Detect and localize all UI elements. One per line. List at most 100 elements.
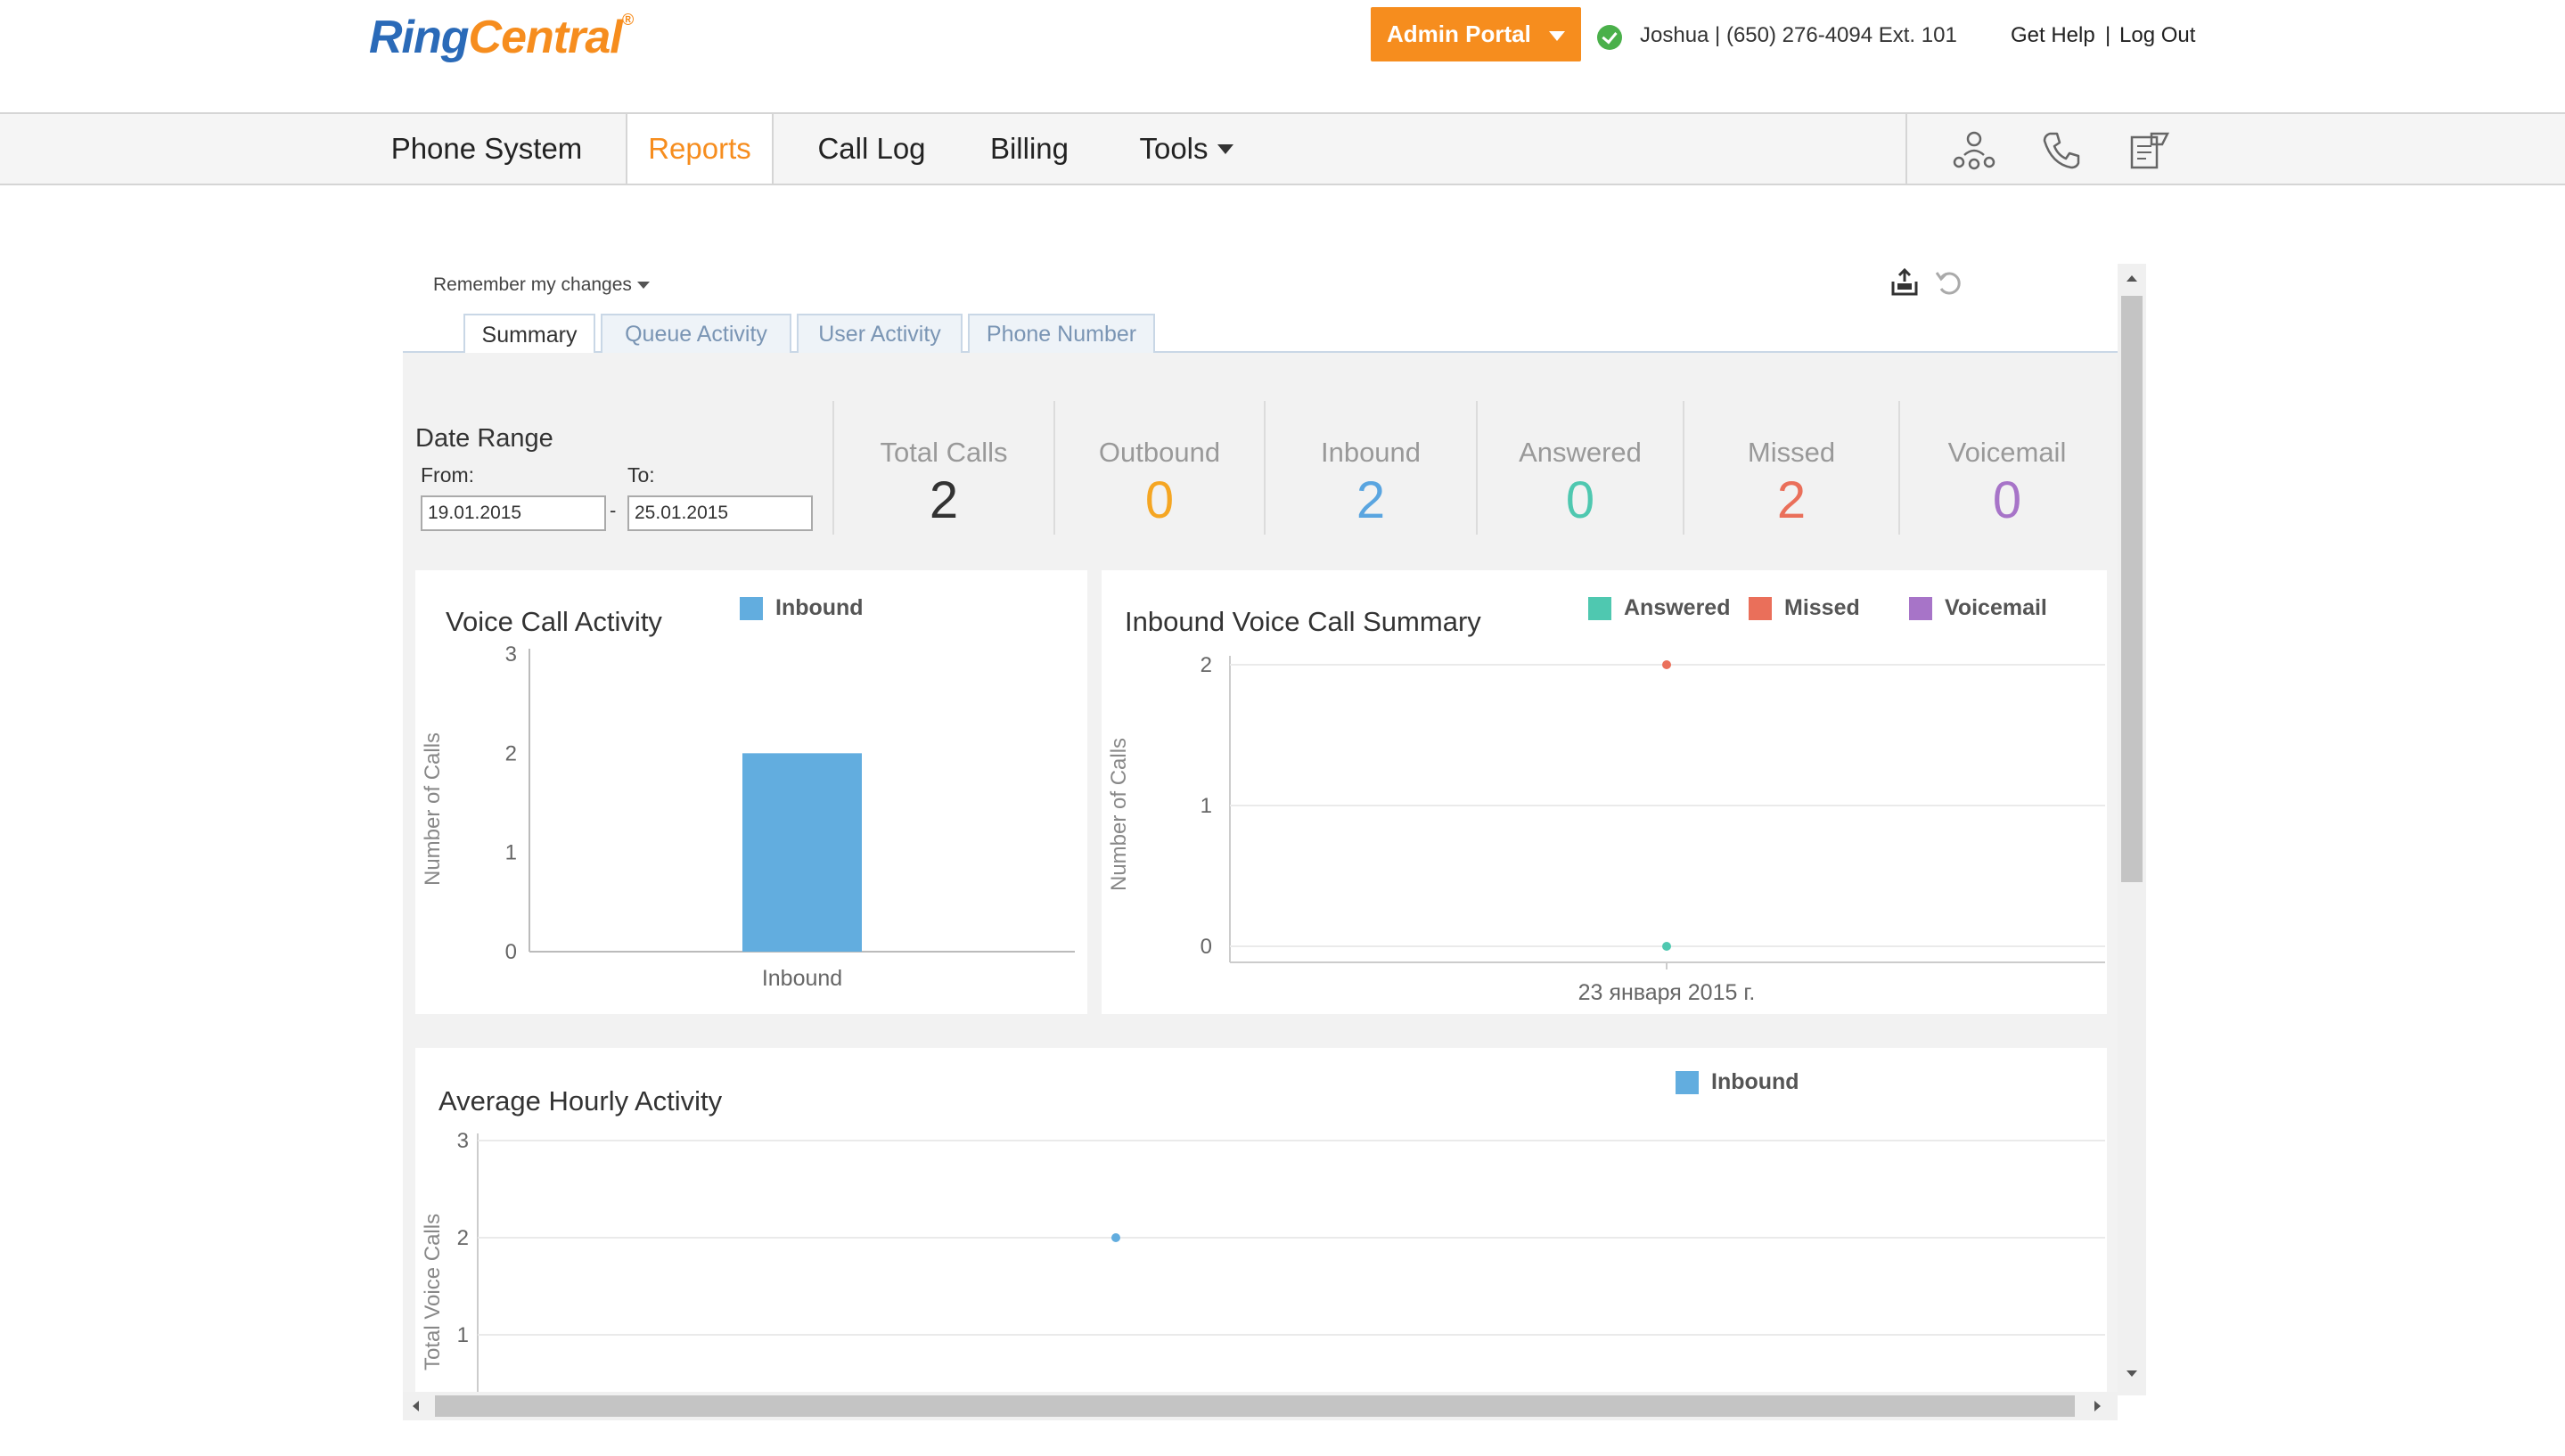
- org-chart-icon[interactable]: [1952, 128, 1996, 173]
- inbound-summary-card: [1102, 570, 2107, 1014]
- y-tick-label: 2: [457, 1226, 469, 1250]
- legend-item[interactable]: Inbound: [740, 595, 864, 621]
- fax-icon[interactable]: [2127, 128, 2171, 173]
- nav-tools-label: Tools: [1139, 132, 1209, 165]
- chevron-down-icon: [1549, 31, 1565, 41]
- stat-divider: [1898, 401, 1900, 535]
- admin-portal-button[interactable]: Admin Portal: [1371, 7, 1581, 61]
- scroll-up-icon[interactable]: [2125, 273, 2139, 283]
- legend-item[interactable]: Inbound: [1676, 1069, 1799, 1095]
- stat-missed: Missed 2: [1684, 401, 1898, 535]
- average-hourly-chart: 1 2 3: [457, 1129, 2105, 1395]
- stat-divider: [1683, 401, 1684, 535]
- legend-item[interactable]: Missed: [1749, 595, 1860, 621]
- ringcentral-logo[interactable]: RingCentral®: [369, 11, 634, 64]
- stat-value: 0: [1992, 471, 2022, 529]
- stat-divider: [1264, 401, 1266, 535]
- legend-label: Answered: [1624, 595, 1731, 620]
- stat-value: 2: [929, 471, 959, 529]
- horizontal-scroll-thumb[interactable]: [435, 1395, 2075, 1417]
- tab-phone-number[interactable]: Phone Number: [968, 314, 1155, 353]
- nav-call-log[interactable]: Call Log: [795, 114, 948, 184]
- stat-label: Total Calls: [880, 437, 1008, 468]
- from-label: From:: [421, 463, 475, 487]
- stat-label: Outbound: [1098, 437, 1221, 468]
- data-point: [1662, 660, 1671, 669]
- y-tick-label: 0: [1201, 935, 1212, 959]
- horizontal-scrollbar[interactable]: [403, 1392, 2118, 1420]
- tab-summary[interactable]: Summary: [463, 314, 595, 355]
- scroll-right-icon[interactable]: [2093, 1399, 2103, 1413]
- logo-part1: Ring: [369, 12, 470, 63]
- header-separator: |: [2105, 23, 2111, 47]
- nav-quick-actions: [1905, 114, 2565, 184]
- stat-value: 2: [1776, 471, 1807, 529]
- report-tabs: Summary Queue Activity User Activity Pho…: [403, 314, 2118, 355]
- y-axis-label: Number of Calls: [1107, 737, 1131, 891]
- tab-queue-activity-label: Queue Activity: [625, 321, 767, 347]
- date-to-input[interactable]: [627, 495, 813, 531]
- remember-changes-dropdown[interactable]: Remember my changes: [433, 274, 650, 296]
- reset-icon[interactable]: [1934, 267, 1964, 298]
- export-icon[interactable]: [1889, 267, 1920, 298]
- scroll-down-icon[interactable]: [2125, 1369, 2139, 1379]
- legend-label: Inbound: [1711, 1069, 1799, 1094]
- tab-queue-activity[interactable]: Queue Activity: [601, 314, 791, 353]
- legend-swatch: [1749, 596, 1772, 620]
- nav-billing[interactable]: Billing: [971, 114, 1087, 184]
- data-point: [1111, 1233, 1120, 1242]
- stat-label: Answered: [1519, 437, 1642, 468]
- nav-reports-label: Reports: [648, 132, 751, 165]
- y-tick-label: 3: [505, 642, 517, 667]
- legend-label: Inbound: [775, 595, 864, 620]
- vertical-scrollbar[interactable]: [2118, 264, 2146, 1395]
- main-nav: Phone System Reports Call Log Billing To…: [0, 112, 2565, 185]
- user-info: Joshua | (650) 276-4094 Ext. 101: [1640, 23, 1957, 47]
- date-range-title: Date Range: [415, 424, 553, 453]
- get-help-link[interactable]: Get Help: [2011, 23, 2095, 47]
- y-tick-label: 2: [505, 741, 517, 765]
- tab-summary-label: Summary: [481, 322, 578, 348]
- nav-tools[interactable]: Tools: [1119, 114, 1253, 184]
- nav-phone-system[interactable]: Phone System: [373, 114, 601, 184]
- phone-icon[interactable]: [2039, 128, 2084, 173]
- legend-swatch: [1909, 596, 1932, 620]
- online-status-icon: [1597, 25, 1622, 50]
- log-out-link[interactable]: Log Out: [2119, 23, 2196, 47]
- date-dash: -: [610, 499, 617, 521]
- y-axis-label: Total Voice Calls: [421, 1213, 445, 1370]
- stat-label: Missed: [1747, 437, 1836, 468]
- chart-title: Inbound Voice Call Summary: [1125, 606, 1481, 637]
- stat-value: 0: [1144, 471, 1175, 529]
- logo-part2: Central: [468, 12, 623, 63]
- vertical-scroll-thumb[interactable]: [2121, 296, 2143, 882]
- x-tick-label: 23 января 2015 г.: [1578, 980, 1756, 1005]
- y-tick-label: 1: [457, 1323, 469, 1347]
- nav-billing-label: Billing: [989, 132, 1069, 165]
- nav-reports[interactable]: Reports: [626, 114, 774, 184]
- legend-item[interactable]: Answered: [1588, 595, 1730, 621]
- stat-answered: Answered 0: [1478, 401, 1683, 535]
- data-point: [1662, 942, 1671, 951]
- y-tick-label: 3: [457, 1129, 469, 1153]
- tab-user-activity-label: User Activity: [818, 321, 941, 347]
- date-from-input[interactable]: [421, 495, 606, 531]
- to-label: To:: [627, 463, 655, 487]
- voice-call-activity-chart: 0 1 2 3 Inbound: [505, 642, 1075, 991]
- stat-divider: [1476, 401, 1478, 535]
- legend-swatch: [740, 596, 763, 620]
- y-tick-label: 1: [505, 841, 517, 865]
- stat-voicemail: Voicemail 0: [1900, 401, 2114, 535]
- legend-item[interactable]: Voicemail: [1909, 595, 2047, 621]
- stat-divider: [1053, 401, 1055, 535]
- stat-label: Voicemail: [1947, 437, 2067, 468]
- nav-phone-system-label: Phone System: [390, 132, 583, 165]
- header: RingCentral® Admin Portal Joshua | (650)…: [0, 0, 2565, 112]
- chart-title: Average Hourly Activity: [438, 1085, 723, 1117]
- stat-label: Inbound: [1320, 437, 1422, 468]
- scroll-left-icon[interactable]: [410, 1399, 421, 1413]
- tab-user-activity[interactable]: User Activity: [797, 314, 963, 353]
- average-hourly-card: [415, 1048, 2107, 1395]
- legend-swatch: [1588, 596, 1611, 620]
- chevron-down-icon: [1217, 143, 1233, 154]
